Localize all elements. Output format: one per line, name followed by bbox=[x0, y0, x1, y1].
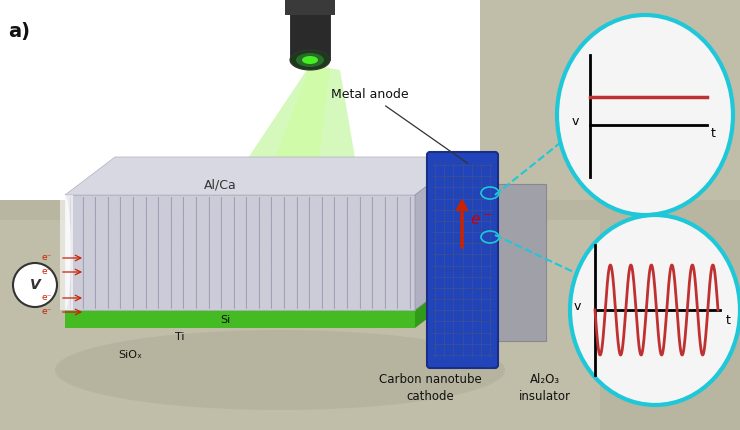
Text: Si: Si bbox=[220, 315, 230, 325]
Text: t: t bbox=[710, 127, 716, 140]
Polygon shape bbox=[65, 195, 415, 310]
Circle shape bbox=[13, 263, 57, 307]
Polygon shape bbox=[290, 0, 330, 60]
FancyBboxPatch shape bbox=[427, 152, 498, 368]
Polygon shape bbox=[65, 272, 465, 310]
Polygon shape bbox=[415, 272, 465, 328]
Text: e⁻: e⁻ bbox=[41, 253, 52, 262]
Text: Al₂O₃
insulator: Al₂O₃ insulator bbox=[519, 373, 571, 403]
Ellipse shape bbox=[296, 53, 324, 67]
Polygon shape bbox=[415, 157, 465, 310]
Polygon shape bbox=[285, 0, 335, 15]
FancyBboxPatch shape bbox=[489, 184, 546, 341]
Text: Al/Ca: Al/Ca bbox=[204, 178, 236, 191]
Polygon shape bbox=[65, 157, 465, 195]
Text: t: t bbox=[725, 314, 730, 327]
Polygon shape bbox=[0, 200, 740, 430]
Ellipse shape bbox=[290, 50, 330, 70]
Text: $e^-$: $e^-$ bbox=[470, 213, 492, 228]
Polygon shape bbox=[60, 195, 73, 310]
Text: v: v bbox=[574, 300, 581, 313]
Polygon shape bbox=[65, 297, 415, 307]
Polygon shape bbox=[65, 195, 71, 310]
Polygon shape bbox=[0, 0, 480, 260]
Polygon shape bbox=[65, 310, 415, 328]
Polygon shape bbox=[200, 65, 370, 245]
Ellipse shape bbox=[55, 330, 505, 410]
Text: Ti: Ti bbox=[175, 332, 184, 342]
Text: e⁻: e⁻ bbox=[41, 267, 52, 276]
Text: v: v bbox=[571, 115, 579, 128]
Text: V: V bbox=[30, 278, 41, 292]
Ellipse shape bbox=[570, 215, 740, 405]
Ellipse shape bbox=[302, 56, 318, 64]
Polygon shape bbox=[0, 220, 600, 430]
Polygon shape bbox=[65, 281, 415, 295]
Polygon shape bbox=[65, 243, 465, 281]
Text: Metal anode: Metal anode bbox=[332, 89, 468, 163]
Polygon shape bbox=[250, 65, 330, 235]
Text: SiOₓ: SiOₓ bbox=[118, 350, 142, 360]
Text: a): a) bbox=[8, 22, 30, 41]
Text: Carbon nanotube
cathode: Carbon nanotube cathode bbox=[379, 373, 482, 403]
Polygon shape bbox=[65, 259, 465, 297]
Ellipse shape bbox=[557, 15, 733, 215]
Text: e⁻: e⁻ bbox=[41, 293, 52, 302]
Text: e⁻: e⁻ bbox=[41, 307, 52, 316]
